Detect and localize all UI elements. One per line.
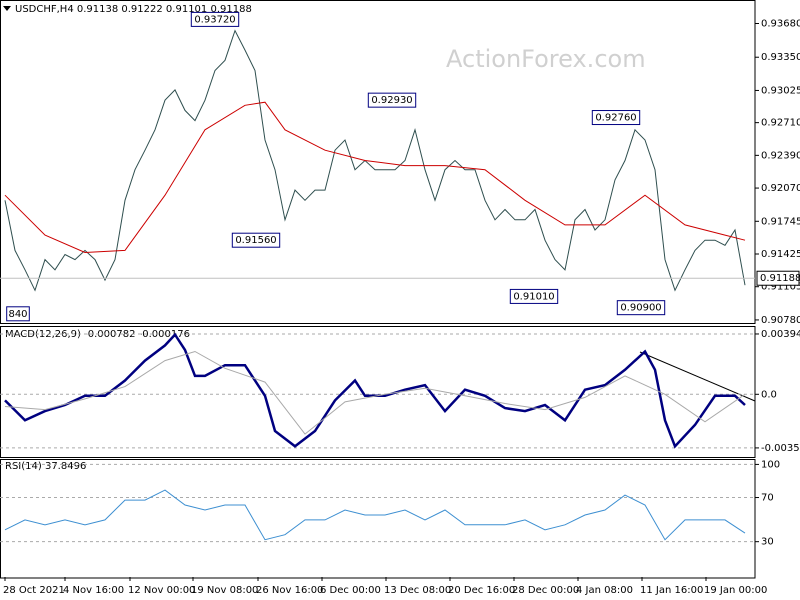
y-tick-label: 70	[761, 493, 774, 504]
price-panel	[0, 0, 756, 324]
y-tick-label: 0.93025	[761, 85, 800, 96]
x-tick-label: 19 Jan 00:00	[704, 585, 767, 596]
price-annotation: 840	[8, 309, 27, 320]
x-tick-label: 12 Nov 00:00	[128, 585, 195, 596]
price-annotation: 0.92760	[595, 113, 636, 124]
last-price-label: 0.91188	[760, 273, 800, 284]
y-tick-label: 0.93350	[761, 52, 800, 63]
y-tick-label: 0.92710	[761, 118, 800, 129]
price-annotation: 0.91010	[513, 291, 554, 302]
chart-title: USDCHF,H4 0.91138 0.91222 0.91101 0.9118…	[15, 4, 252, 15]
macd-panel	[0, 326, 756, 458]
x-tick-label: 6 Dec 00:00	[320, 585, 381, 596]
price-annotation: 0.93720	[194, 14, 235, 25]
price-annotation-box	[616, 300, 666, 316]
x-tick-label: 4 Jan 08:00	[576, 585, 633, 596]
x-tick-label: 4 Nov 16:00	[63, 585, 124, 596]
watermark: ActionForex.com	[446, 45, 646, 73]
y-tick-label: 0.93680	[761, 18, 800, 29]
series-line	[4, 29, 746, 292]
price-annotation: 0.91560	[235, 235, 276, 246]
price-annotation: 0.90900	[620, 303, 661, 314]
series-line	[4, 101, 746, 254]
y-tick-label: 0.003944	[761, 329, 800, 340]
series-line	[4, 489, 746, 541]
y-tick-label: 100	[761, 459, 780, 470]
y-tick-label: 0.90780	[761, 315, 800, 326]
macd-title: MACD(12,26,9) -0.000782 -0.000176	[5, 329, 190, 340]
last-price-box	[756, 270, 800, 286]
price-annotation-box	[367, 92, 417, 108]
y-tick-label: 30	[761, 537, 774, 548]
y-tick-label: 0.92390	[761, 150, 800, 161]
price-annotation-box	[6, 306, 30, 322]
trend-line	[639, 351, 756, 402]
x-tick-label: 28 Oct 2021	[3, 585, 65, 596]
y-tick-label: 0.0	[761, 389, 777, 400]
series-line	[4, 332, 746, 449]
price-annotation-box	[591, 110, 641, 126]
menu-arrow	[3, 6, 11, 11]
x-tick-label: 19 Nov 08:00	[191, 585, 258, 596]
y-tick-label: 0.91745	[761, 216, 800, 227]
y-tick-label: 0.91425	[761, 249, 800, 260]
price-annotation: 0.92930	[371, 95, 412, 106]
series-line	[4, 350, 746, 435]
price-annotation-box	[231, 232, 281, 248]
x-tick-label: 11 Jan 16:00	[640, 585, 703, 596]
y-tick-label: 0.91105	[761, 282, 800, 293]
y-tick-label: 0.92070	[761, 183, 800, 194]
x-tick-label: 28 Dec 00:00	[512, 585, 579, 596]
x-tick-label: 20 Dec 16:00	[448, 585, 515, 596]
x-tick-label: 13 Dec 08:00	[384, 585, 451, 596]
price-annotation-box	[509, 288, 559, 304]
price-annotation-box	[190, 11, 240, 27]
x-tick-label: 26 Nov 16:00	[256, 585, 323, 596]
y-tick-label: -0.003506	[761, 443, 800, 454]
rsi-title: RSI(14) 37.8496	[5, 461, 86, 472]
rsi-panel	[0, 459, 756, 579]
